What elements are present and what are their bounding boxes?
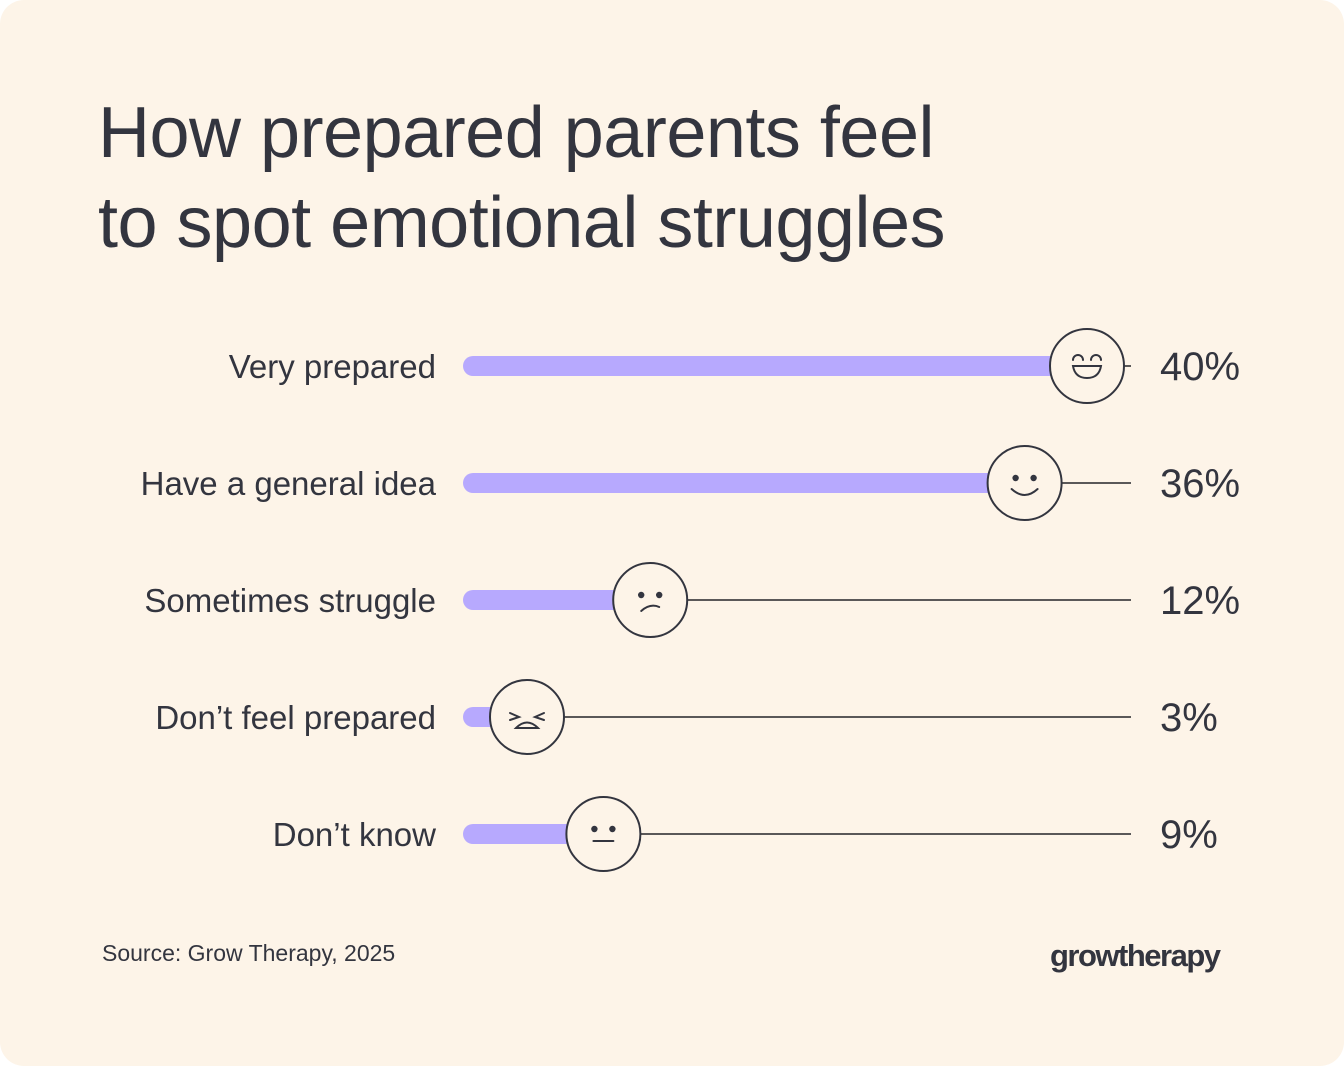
eye bbox=[1072, 354, 1102, 361]
eye bbox=[1012, 474, 1019, 482]
eye bbox=[509, 712, 545, 721]
neutral-face-icon bbox=[565, 796, 642, 872]
growtherapy-logo: growtherapy bbox=[1050, 938, 1221, 973]
category-label: Very prepared bbox=[229, 348, 436, 385]
bar bbox=[463, 590, 651, 610]
category-label: Don’t know bbox=[273, 816, 436, 853]
bar bbox=[463, 473, 1025, 493]
value-label: 36% bbox=[1160, 462, 1240, 506]
bar bbox=[463, 356, 1087, 376]
eye bbox=[591, 825, 598, 833]
value-label: 3% bbox=[1160, 696, 1218, 740]
category-label: Sometimes struggle bbox=[144, 582, 436, 619]
category-label: Have a general idea bbox=[141, 465, 437, 502]
eye bbox=[638, 591, 645, 599]
category-label: Don’t feel prepared bbox=[155, 699, 436, 736]
mouth bbox=[1071, 365, 1103, 380]
value-label: 12% bbox=[1160, 579, 1240, 623]
chart-title: How prepared parents feel to spot emotio… bbox=[98, 88, 945, 268]
eye bbox=[656, 591, 663, 599]
mouth bbox=[513, 721, 541, 729]
frowning-face-icon bbox=[612, 562, 689, 638]
eye bbox=[609, 825, 616, 833]
title-line-1: How prepared parents feel bbox=[98, 93, 935, 173]
value-label: 9% bbox=[1160, 813, 1218, 857]
mouth bbox=[640, 604, 661, 612]
squinting-distressed-face-icon bbox=[489, 679, 565, 755]
source-note: Source: Grow Therapy, 2025 bbox=[102, 940, 396, 966]
eye bbox=[1030, 474, 1037, 482]
title-line-2: to spot emotional struggles bbox=[98, 183, 945, 263]
value-label: 40% bbox=[1160, 345, 1240, 389]
smiling-face-icon bbox=[986, 445, 1063, 521]
mouth bbox=[1010, 488, 1039, 496]
